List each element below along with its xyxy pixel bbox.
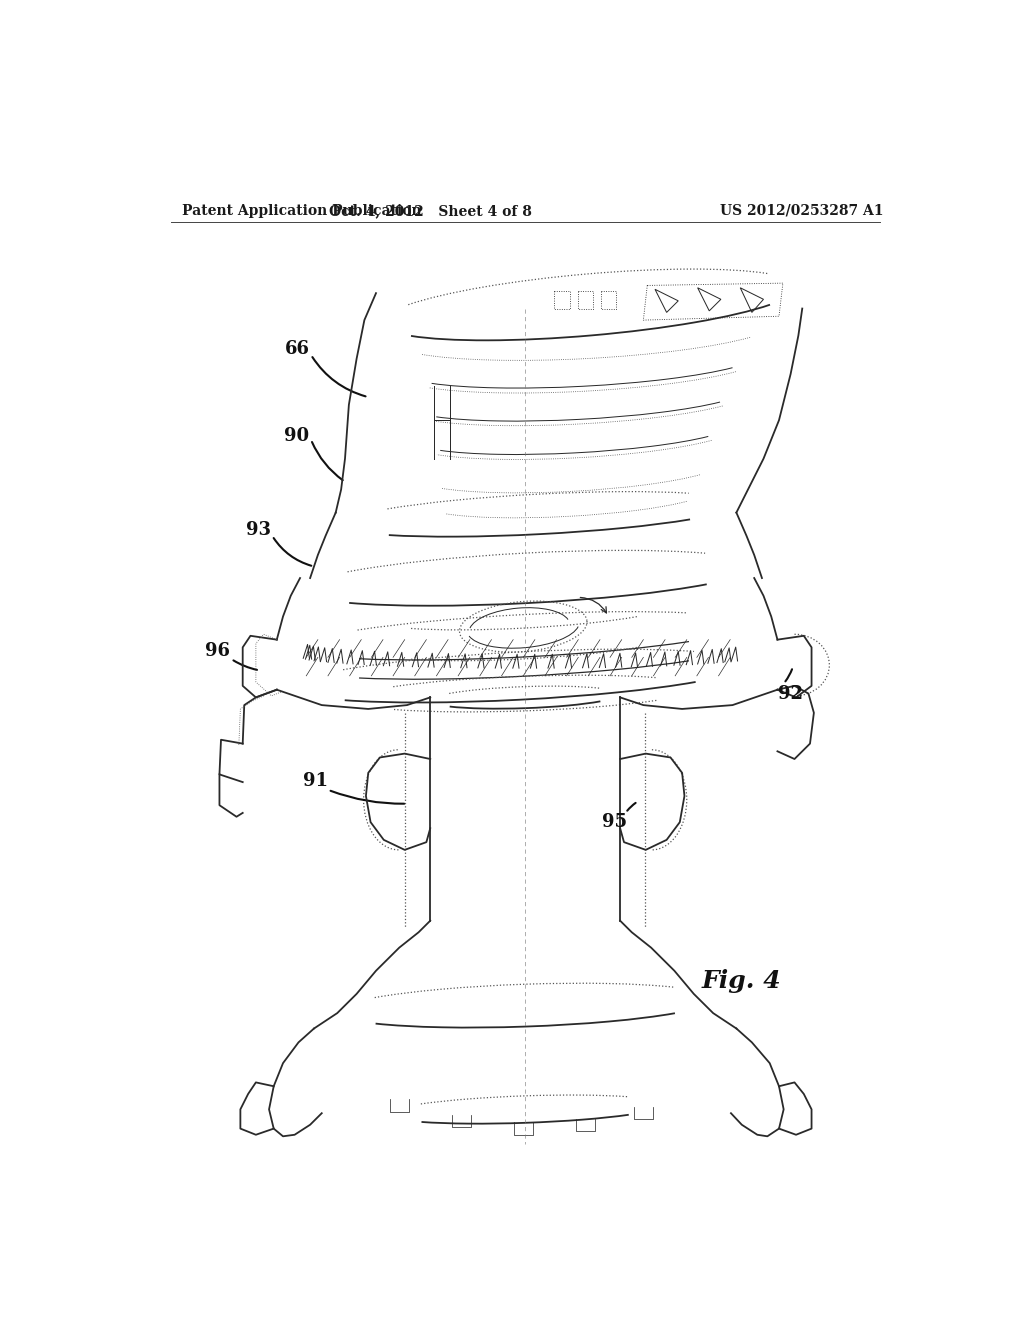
FancyArrowPatch shape bbox=[628, 803, 636, 810]
Text: 91: 91 bbox=[303, 772, 328, 789]
Text: 92: 92 bbox=[778, 685, 803, 702]
Text: Fig. 4: Fig. 4 bbox=[701, 969, 781, 993]
FancyArrowPatch shape bbox=[331, 791, 404, 804]
FancyArrowPatch shape bbox=[233, 660, 257, 669]
FancyArrowPatch shape bbox=[785, 669, 792, 681]
Text: 93: 93 bbox=[246, 520, 270, 539]
Text: Patent Application Publication: Patent Application Publication bbox=[182, 203, 422, 218]
Text: US 2012/0253287 A1: US 2012/0253287 A1 bbox=[721, 203, 884, 218]
Text: 66: 66 bbox=[285, 341, 309, 358]
FancyArrowPatch shape bbox=[312, 358, 366, 396]
Text: 90: 90 bbox=[285, 426, 309, 445]
Text: 96: 96 bbox=[205, 643, 229, 660]
FancyArrowPatch shape bbox=[312, 442, 343, 480]
FancyArrowPatch shape bbox=[273, 539, 311, 566]
Text: Oct. 4, 2012   Sheet 4 of 8: Oct. 4, 2012 Sheet 4 of 8 bbox=[329, 203, 531, 218]
Text: 95: 95 bbox=[602, 813, 628, 832]
